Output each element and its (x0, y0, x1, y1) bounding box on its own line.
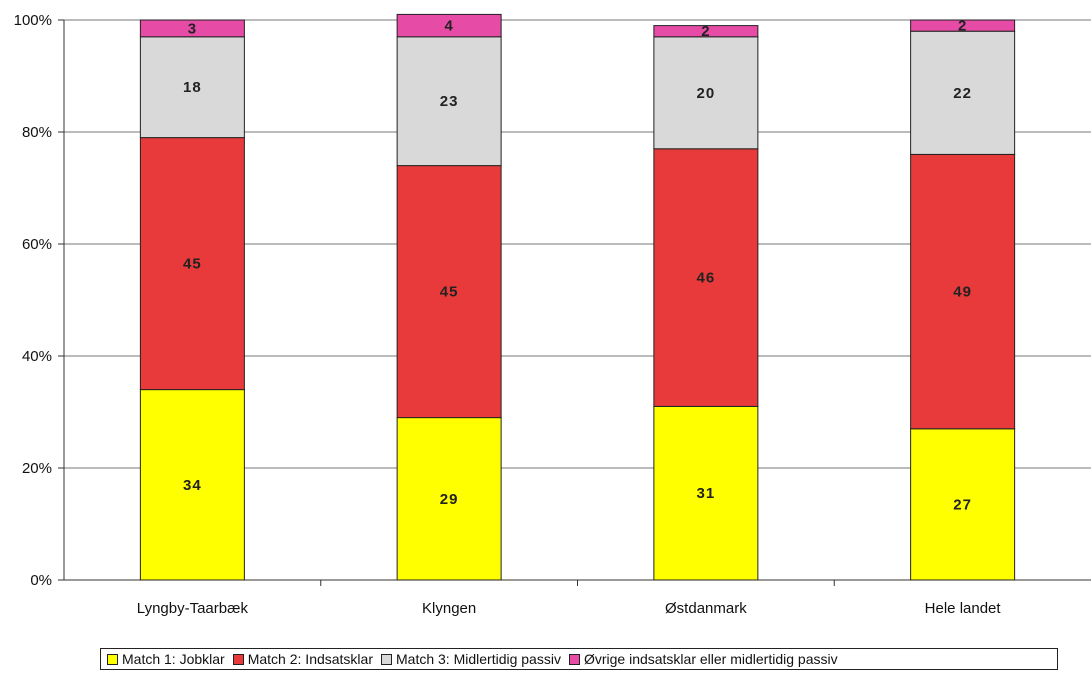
bar-segment (139, 19, 245, 38)
bar-segment (653, 25, 759, 38)
legend-swatch (381, 653, 392, 665)
legend: Match 1: Jobklar Match 2: Indsatsklar Matc… (100, 648, 1058, 670)
bar-segment (653, 148, 759, 407)
y-tick-label: 80% (22, 124, 52, 141)
data-label: 49 (953, 284, 972, 301)
x-axis-category-labels: Lyngby-Taarbæk Klyngen Østdanmark Hele land… (137, 600, 1002, 617)
x-category-label: Lyngby-Taarbæk (137, 600, 249, 617)
legend-swatch (568, 653, 580, 665)
legend-label: Match 3: Midlertidig passiv (396, 651, 561, 667)
bar-segment (653, 405, 759, 581)
data-label: 45 (183, 256, 202, 273)
bar-segment (396, 36, 502, 167)
y-tick-label: 60% (22, 236, 52, 253)
legend-item: Match 2: Indsatsklar (232, 651, 373, 667)
x-category-label: Klyngen (422, 600, 476, 617)
bar-segment (910, 19, 1016, 32)
bar-segment (396, 13, 502, 38)
data-label: 18 (183, 79, 202, 96)
bar-segment (139, 389, 245, 581)
data-label: 2 (701, 23, 710, 40)
legend-label: Øvrige indsatsklar eller midlertidig pas… (583, 651, 838, 667)
legend-item: Match 1: Jobklar (107, 651, 225, 667)
data-label: 27 (953, 496, 972, 513)
bar-segment (910, 428, 1016, 581)
legend-label: Match 1: Jobklar (122, 651, 225, 667)
legend-swatch (107, 653, 118, 665)
legend-swatch (232, 653, 244, 665)
data-label: 3 (188, 20, 197, 37)
bar-segment (139, 137, 245, 391)
bar-segment (653, 36, 759, 150)
y-axis-tick-labels: 0% 20% 40% 60% 80% 100% (14, 12, 52, 589)
y-tick-label: 40% (22, 348, 52, 365)
legend-label: Match 2: Indsatsklar (247, 651, 373, 667)
legend-item: Øvrige indsatsklar eller midlertidig pas… (568, 651, 838, 667)
x-category-label: Østdanmark (665, 600, 747, 617)
bar-segment (396, 165, 502, 419)
data-label: 31 (697, 485, 716, 502)
y-tick-label: 100% (14, 12, 52, 29)
legend-item: Match 3: Midlertidig passiv (381, 651, 561, 667)
data-label: 45 (440, 284, 459, 301)
bar-segment (910, 30, 1016, 155)
data-label: 2 (958, 18, 967, 35)
data-label: 29 (440, 491, 459, 508)
bar-segment (910, 153, 1016, 430)
data-label: 4 (444, 18, 453, 35)
y-tick-label: 20% (22, 460, 52, 477)
bar-segment (139, 36, 245, 139)
data-label: 34 (183, 477, 202, 494)
x-category-label: Hele landet (925, 600, 1002, 617)
data-label: 22 (953, 85, 972, 102)
y-tick-label: 0% (30, 572, 52, 589)
bar-segment (396, 417, 502, 581)
data-label: 20 (697, 85, 716, 102)
data-label: 23 (440, 93, 459, 110)
data-label: 46 (697, 270, 716, 287)
